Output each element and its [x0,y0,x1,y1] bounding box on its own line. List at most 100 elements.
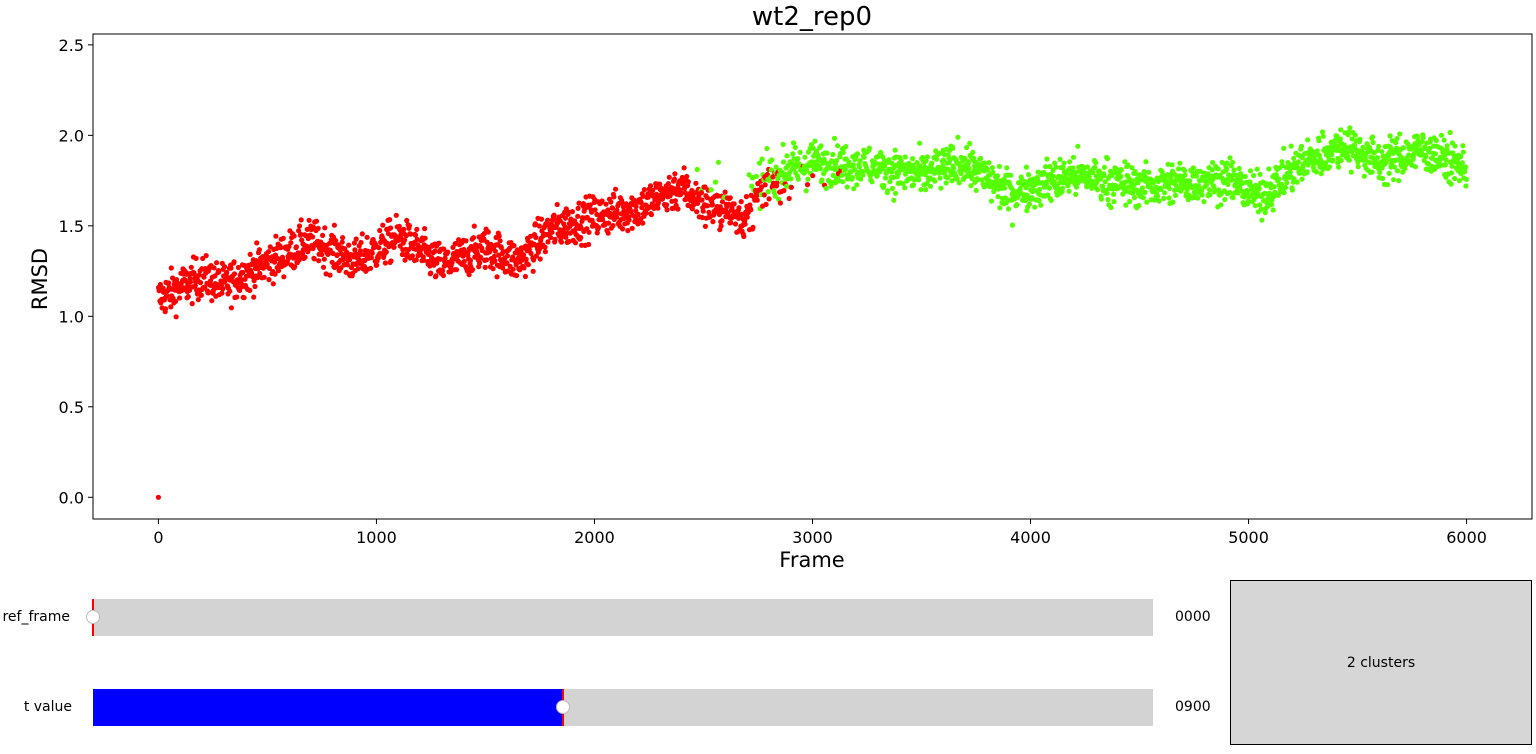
data-point-green [1165,172,1171,178]
data-point-red [456,237,462,243]
data-point-green [712,179,719,185]
data-point-red [558,239,565,245]
data-point-green [802,154,808,160]
data-point-red [320,232,326,238]
data-point-red [163,306,169,312]
t-value-value: 0900 [1175,699,1211,715]
data-point-green [1038,202,1044,208]
data-point-red [323,271,329,277]
data-point-red [422,226,428,232]
data-point-red [306,217,312,223]
data-point-red [212,273,218,279]
data-point-red [299,237,305,243]
ref-frame-slider-handle[interactable] [86,610,100,624]
data-point-red [166,280,172,286]
data-point-green [1066,188,1072,194]
data-point-red [428,270,434,276]
data-point-red [497,238,503,244]
data-point-green [936,170,942,176]
data-point-red [408,231,414,237]
data-point-red [761,192,767,198]
ref-frame-slider[interactable] [93,599,1153,636]
data-point-green [981,160,988,166]
data-point-red [671,176,678,182]
data-point-green [1271,194,1277,200]
clusters-button-label: 2 clusters [1346,654,1416,671]
data-point-green [836,178,842,184]
data-point-green [850,162,856,168]
data-point-green [1448,170,1455,176]
data-point-green [780,141,786,147]
data-point-green [916,177,922,183]
data-point-green [1129,178,1135,184]
data-point-red [280,257,286,263]
data-point-red [402,257,408,263]
data-point-green [906,160,912,166]
data-point-green [1374,155,1380,161]
data-point-red [608,199,614,205]
data-point-green [1137,172,1143,178]
clusters-button[interactable]: 2 clusters [1230,580,1532,745]
data-point-green [1396,178,1402,184]
data-point-green [996,163,1003,169]
data-point-green [923,187,929,193]
data-point-green [1123,202,1129,208]
data-point-green [965,160,972,166]
data-point-green [1169,162,1175,168]
y-axis-ticks: 0.0 0.5 1.0 1.5 2.0 2.5 [59,36,93,507]
data-point-green [910,162,916,168]
data-point-green [1219,159,1225,165]
data-point-green [1247,168,1254,174]
data-point-red [672,171,678,177]
data-point-red [173,314,179,320]
data-point-green [842,166,849,172]
data-point-green [830,151,836,158]
data-point-green [1462,164,1469,170]
x-tick-label: 2000 [574,528,615,547]
data-point-green [1201,199,1207,205]
data-point-red [265,249,272,255]
data-point-green [1182,168,1188,174]
data-point-red [496,233,502,239]
data-point-red [638,200,644,206]
data-point-green [790,151,796,157]
data-point-green [938,185,944,191]
data-point-red [356,256,362,263]
data-point-red [484,239,490,245]
data-point-red [322,225,328,231]
data-point-red [339,239,345,245]
data-point-red [610,205,616,211]
data-point-green [1391,177,1397,183]
data-point-green [1412,164,1418,170]
data-point-green [889,185,896,192]
data-point-green [1060,185,1066,191]
data-point-red [270,281,276,287]
data-point-green [1100,183,1106,189]
data-point-red [575,205,581,211]
data-point-green [1165,161,1171,167]
data-point-green [978,155,984,161]
data-point-red [241,295,247,301]
data-point-red [278,245,284,251]
data-point-red [402,237,408,243]
data-point-green [1242,173,1248,180]
data-point-red [391,244,397,250]
data-point-red [196,272,202,278]
data-point-green [1156,198,1162,204]
t-value-slider-handle[interactable] [555,700,570,714]
data-point-red [264,261,270,267]
data-point-red [445,249,451,255]
data-point-green [1057,156,1063,162]
data-point-red [421,257,427,263]
data-point-red [566,238,572,245]
data-point-green [1102,179,1108,185]
data-point-green [971,155,977,161]
data-point-red [251,278,257,284]
data-point-green [1101,173,1107,179]
t-value-slider[interactable] [93,689,1153,726]
data-point-red [440,272,446,279]
data-point-red [513,262,519,268]
data-point-green [898,158,904,164]
data-point-green [1459,160,1465,166]
data-point-green [1211,183,1217,189]
